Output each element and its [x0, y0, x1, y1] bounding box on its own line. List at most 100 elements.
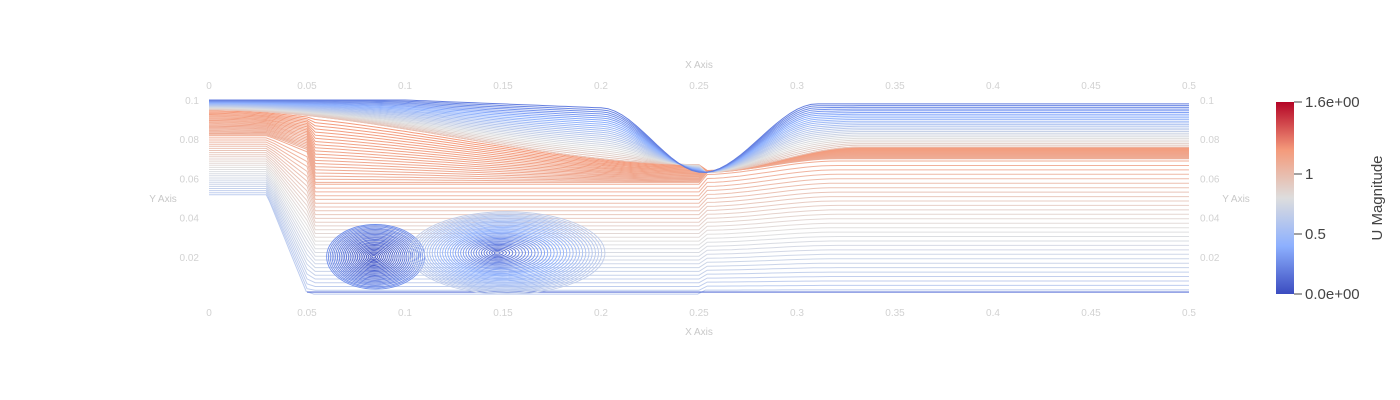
- vortex-streamline: [356, 245, 392, 269]
- vortex-streamline: [416, 214, 596, 291]
- vortex-streamline: [424, 218, 587, 288]
- vortex-streamline: [367, 252, 380, 261]
- y-tick-label: 0.02: [1200, 253, 1220, 264]
- x-tick-label: 0.35: [885, 81, 905, 92]
- x-tick-label: 0.2: [594, 81, 608, 92]
- vortex-streamline: [486, 247, 511, 259]
- vortex-streamline: [457, 234, 545, 272]
- vortex-streamline: [493, 251, 501, 255]
- y-tick-label: 0.04: [1200, 214, 1220, 225]
- vortex-streamline: [360, 247, 388, 266]
- streamline: [209, 173, 1189, 253]
- vortex-streamline: [426, 219, 584, 287]
- vortex-streamline: [349, 240, 400, 274]
- colorbar-tick-label: 1.6e+00: [1305, 94, 1360, 111]
- vortex-streamline: [371, 255, 377, 259]
- x-tick-label: 0.05: [297, 81, 317, 92]
- x-tick-label: 0: [206, 308, 212, 319]
- streamline: [209, 135, 1189, 185]
- vortex-streamline: [347, 238, 402, 275]
- vortex-streamline: [413, 213, 599, 293]
- streamline: [209, 194, 1189, 291]
- vortex-streamline: [355, 243, 394, 270]
- vortex-streamline: [460, 235, 542, 271]
- vortex-streamline: [478, 243, 520, 262]
- vortex-streamline: [473, 241, 526, 265]
- streamline: [209, 141, 1189, 197]
- vortex-streamline: [491, 250, 504, 256]
- vortex-streamline: [488, 248, 507, 257]
- streamline: [209, 147, 1189, 208]
- streamline: [209, 131, 1189, 182]
- y-axis-title-right: Y Axis: [1222, 194, 1250, 205]
- streamline: [209, 134, 1189, 183]
- streamline: [209, 137, 1189, 189]
- vortex-streamline: [449, 230, 555, 276]
- vortex-streamline: [470, 240, 530, 266]
- recirculation-vortices: [326, 211, 606, 295]
- x-tick-label: 0.1: [398, 308, 412, 319]
- y-tick-label: 0.1: [185, 96, 199, 107]
- x-tick-label: 0.15: [493, 308, 513, 319]
- colorbar-tick-label: 1: [1305, 166, 1313, 183]
- vortex-streamline: [408, 211, 606, 295]
- vortex-streamline: [364, 250, 384, 264]
- vortex-streamline: [455, 233, 549, 273]
- x-tick-label: 0.05: [297, 308, 317, 319]
- vortex-streamline: [444, 228, 561, 278]
- vortex-streamline: [468, 239, 533, 267]
- x-tick-label: 0.3: [790, 81, 804, 92]
- streamline: [209, 139, 1189, 193]
- colorbar-ticks: 0.0e+00 0.5 1 1.6e+00: [1294, 94, 1360, 303]
- streamline: [209, 129, 1189, 180]
- streamline: [209, 154, 1189, 219]
- colorbar-title: U Magnitude: [1369, 155, 1386, 240]
- vortex-streamline: [346, 237, 404, 276]
- x-tick-label: 0.4: [986, 81, 1000, 92]
- y-tick-label: 0.02: [180, 253, 200, 264]
- vortex-streamline: [452, 231, 552, 274]
- y-tick-label: 0.1: [1200, 96, 1214, 107]
- x-tick-labels-top: 0 0.05 0.1 0.15 0.2 0.25 0.3 0.35 0.4 0.45 0.5: [206, 81, 1196, 92]
- x-tick-label: 0.25: [689, 308, 709, 319]
- streamline: [209, 152, 1189, 216]
- x-tick-label: 0.5: [1182, 308, 1196, 319]
- streamline: [208, 122, 1189, 175]
- vortex-streamline: [329, 226, 422, 288]
- vortex-streamline: [365, 251, 382, 263]
- streamline: [209, 128, 1189, 179]
- vortex-streamline: [421, 217, 590, 289]
- y-axis-title-left: Y Axis: [149, 194, 177, 205]
- colorbar: 0.0e+00 0.5 1 1.6e+00 U Magnitude: [1276, 94, 1386, 303]
- streamline: [209, 150, 1189, 212]
- y-tick-label: 0.04: [180, 214, 200, 225]
- x-tick-label: 0.1: [398, 81, 412, 92]
- vortex-streamline: [344, 236, 406, 278]
- streamline: [209, 145, 1189, 204]
- vortex-streamline: [434, 223, 574, 283]
- x-tick-label: 0.25: [689, 81, 709, 92]
- vortex-streamline: [351, 241, 398, 273]
- x-tick-label: 0.45: [1081, 308, 1101, 319]
- x-tick-label: 0.15: [493, 81, 513, 92]
- streamline: [209, 123, 1189, 176]
- vortex-streamline: [336, 231, 414, 283]
- vortex-streamline: [369, 253, 379, 260]
- vortex-streamline: [480, 245, 517, 261]
- vortex-streamline: [411, 212, 603, 294]
- x-tick-label: 0.45: [1081, 81, 1101, 92]
- vortex-streamline: [436, 224, 571, 282]
- colorbar-gradient: [1276, 102, 1294, 294]
- colorbar-tick-label: 0.5: [1305, 226, 1326, 243]
- vortex-streamline: [353, 242, 396, 271]
- vortex-streamline: [418, 216, 593, 290]
- streamline: [209, 143, 1189, 200]
- streamline: [209, 99, 1189, 173]
- y-tick-label: 0.06: [1200, 174, 1220, 185]
- x-tick-label: 0.3: [790, 308, 804, 319]
- x-tick-label: 0.35: [885, 308, 905, 319]
- vortex-streamline: [429, 220, 580, 285]
- x-tick-label: 0.4: [986, 308, 1000, 319]
- vortex-streamline: [342, 235, 408, 279]
- vortex-streamline: [447, 229, 558, 277]
